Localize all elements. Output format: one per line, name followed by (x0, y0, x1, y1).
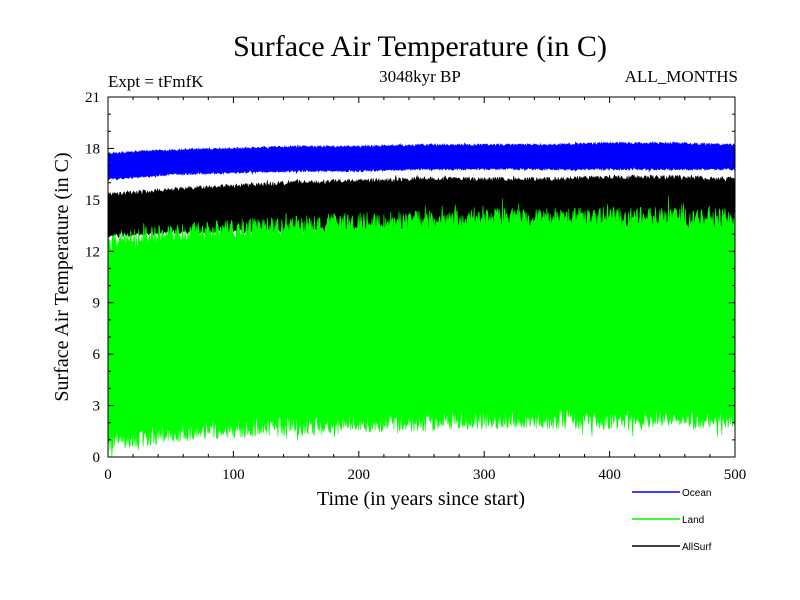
chart-title: Surface Air Temperature (in C) (233, 30, 607, 63)
tick-layer: 0 100 200 300 400 500 0 3 6 9 12 15 18 21 (85, 90, 746, 483)
x-tick-label: 200 (348, 467, 371, 483)
legend-label-allsurf: AllSurf (682, 542, 712, 553)
y-tick-label: 15 (85, 193, 100, 209)
y-tick-label: 9 (93, 296, 101, 312)
x-tick-label: 300 (473, 467, 496, 483)
y-tick-label: 12 (85, 244, 100, 260)
x-tick-label: 400 (598, 467, 621, 483)
series-land (107, 195, 736, 458)
series-band-ocean (107, 141, 736, 181)
legend-item-ocean: Ocean (632, 488, 711, 499)
legend-item-land: Land (632, 515, 704, 526)
y-tick-label: 3 (93, 399, 101, 415)
legend-label-land: Land (682, 515, 704, 526)
series-ocean (107, 141, 736, 181)
y-tick-label: 18 (85, 141, 100, 157)
legend-item-allsurf: AllSurf (632, 542, 712, 553)
experiment-label: Expt = tFmfK (108, 72, 204, 91)
x-tick-label: 500 (724, 467, 747, 483)
x-axis-label: Time (in years since start) (317, 488, 525, 510)
months-label: ALL_MONTHS (625, 67, 738, 86)
legend: Ocean Land AllSurf (632, 488, 712, 553)
legend-label-ocean: Ocean (682, 488, 711, 499)
series-band-land (107, 195, 736, 458)
x-tick-label: 100 (222, 467, 245, 483)
plot-frame (107, 96, 736, 458)
y-axis-label: Surface Air Temperature (in C) (51, 152, 73, 401)
y-tick-label: 21 (85, 90, 100, 106)
y-tick-label: 6 (93, 347, 101, 363)
y-tick-label: 0 (93, 450, 101, 466)
x-tick-label: 0 (104, 467, 112, 483)
chart-subtitle: 3048kyr BP (379, 67, 461, 86)
series-layer (107, 141, 736, 458)
